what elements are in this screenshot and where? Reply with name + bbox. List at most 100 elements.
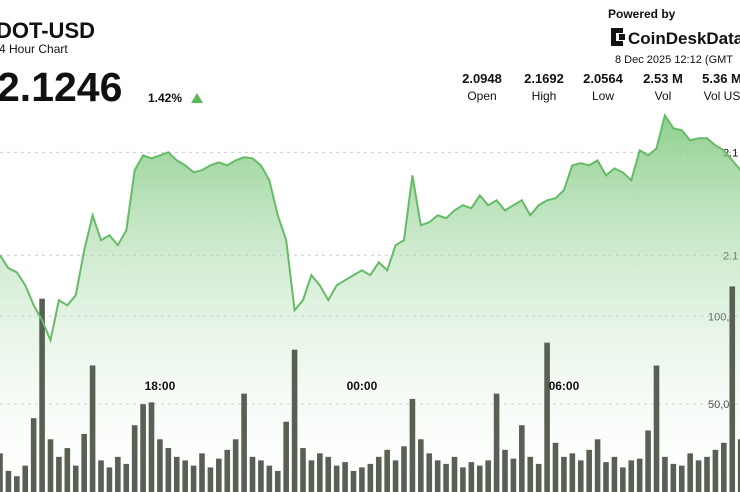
stat-label: Vol US (704, 89, 740, 103)
brand: CoinDeskData (628, 29, 740, 48)
volume-bar (418, 439, 424, 492)
stat-label: Low (592, 89, 614, 103)
change: 1.42% (148, 91, 182, 105)
volume-bar (47, 439, 54, 492)
volume-bar (586, 449, 592, 492)
volume-bar (712, 449, 719, 492)
volume-bar (594, 439, 601, 492)
volume-bar (266, 465, 273, 492)
price: 2.1246 (0, 64, 122, 110)
volume-bar (350, 470, 357, 492)
volume-bar (493, 393, 500, 492)
volume-bar (476, 465, 483, 492)
volume-bar (527, 456, 534, 492)
volume-bar (249, 456, 256, 492)
volume-bar (14, 476, 20, 492)
volume-bar (535, 463, 542, 492)
volume-bar (569, 453, 576, 492)
volume-bar (39, 298, 45, 492)
volume-bar (409, 398, 416, 492)
volume-bar (653, 365, 660, 492)
volume-bar (115, 456, 121, 492)
price-line (0, 112, 740, 344)
volume-bar (577, 460, 584, 492)
stat-value: 2.1692 (524, 71, 564, 86)
volume-bar (628, 460, 635, 492)
volume-bar (89, 365, 96, 492)
stat-label: High (532, 89, 557, 103)
volume-bar (451, 456, 458, 492)
volume-bar (81, 434, 87, 492)
volume-bar (317, 453, 323, 492)
volume-bar (721, 442, 727, 492)
volume-bar (367, 463, 374, 492)
volume-bar (241, 393, 247, 492)
volume-bar (426, 453, 433, 492)
volume-bar (434, 460, 441, 492)
volume-bar (199, 453, 205, 492)
volume-bar (157, 439, 163, 492)
volume-bar (636, 458, 643, 492)
stat-value: 2.0948 (462, 71, 502, 86)
volume-bar (333, 465, 340, 492)
volume-bar (375, 456, 382, 492)
volume-bar (359, 467, 365, 492)
volume-bar (552, 442, 559, 492)
volume-bar (123, 463, 130, 492)
volume-bar (468, 462, 475, 492)
volume-bar (645, 430, 651, 492)
volume-bar (308, 460, 315, 492)
brand-logo (611, 28, 625, 46)
volume-bar (232, 439, 239, 492)
volume-bar (5, 470, 12, 492)
volume-bar (519, 425, 525, 492)
volume-bar (325, 456, 332, 492)
volume-bar (502, 449, 508, 492)
volume-bar (729, 286, 736, 492)
volume-bar (72, 465, 79, 492)
stat-value: 2.0564 (583, 71, 624, 86)
volume-bar (165, 448, 172, 492)
volume-bar (98, 460, 104, 492)
volume-bar (443, 463, 449, 492)
x-tick-label: 18:00 (145, 379, 176, 393)
volume-bar (56, 456, 62, 492)
volume-bar (0, 453, 3, 492)
volume-bar (291, 349, 298, 492)
volume-bar (485, 460, 491, 492)
volume-bar (283, 421, 289, 492)
period: 4 Hour Chart (0, 42, 68, 56)
volume-bar (64, 448, 71, 492)
up-arrow (191, 93, 203, 103)
volume-bar (737, 439, 740, 492)
symbol: DOT-USD (0, 18, 95, 43)
volume-bar (620, 467, 626, 492)
stat-value: 5.36 M (702, 71, 740, 86)
volume-bar (131, 425, 138, 492)
volume-bar (216, 458, 222, 492)
volume-bar (384, 449, 390, 492)
volume-bar (106, 467, 113, 492)
volume-bar (207, 467, 214, 492)
volume-bar (392, 460, 399, 492)
volume-bar (274, 470, 281, 492)
volume-bar (611, 456, 618, 492)
volume-bar (342, 462, 348, 492)
volume-bar (148, 402, 155, 492)
volume-bar (704, 456, 710, 492)
volume-bar (678, 465, 685, 492)
volume-bar (401, 446, 407, 492)
powered-by: Powered by (608, 7, 676, 21)
x-tick-label: 00:00 (347, 379, 378, 393)
stat-label: Open (467, 89, 496, 103)
volume-bar (460, 467, 466, 492)
volume-bar (173, 456, 180, 492)
header: DOT-USD 4 Hour Chart 2.1246 1.42% Powere… (0, 7, 740, 110)
volume-bar (670, 463, 677, 492)
volume-bar (662, 456, 668, 492)
timestamp: 8 Dec 2025 12:12 (GMT (615, 54, 733, 66)
volume-bar (182, 460, 188, 492)
